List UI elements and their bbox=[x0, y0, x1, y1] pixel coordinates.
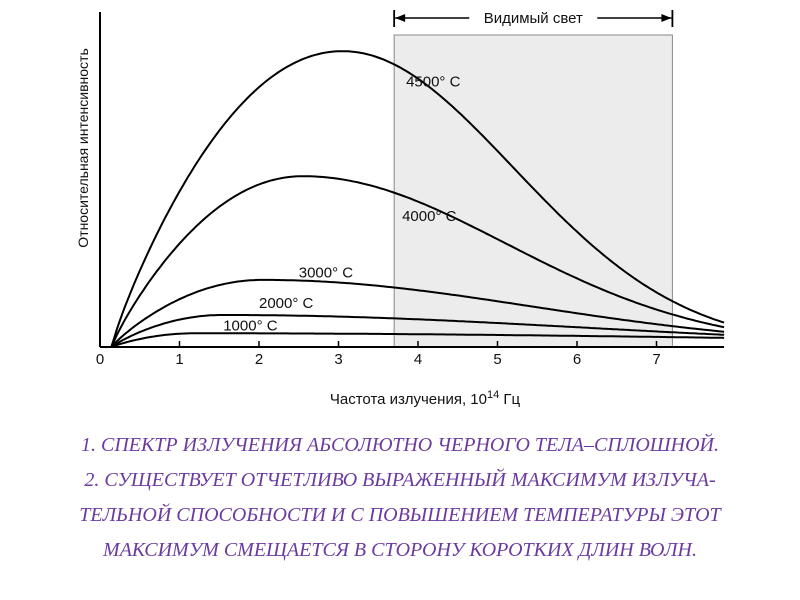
y-axis-title: Относительная интенсивность bbox=[75, 48, 91, 247]
note-line-3: ТЕЛЬНОЙ СПОСОБНОСТИ И С ПОВЫШЕНИЕМ ТЕМПЕ… bbox=[79, 504, 721, 526]
x-ticks-group: 0 1 2 3 4 5 6 7 bbox=[96, 341, 661, 368]
visible-light-band bbox=[393, 34, 673, 348]
curve-label: 3000° C bbox=[299, 264, 354, 281]
note-line-4: МАКСИМУМ СМЕЩАЕТСЯ В СТОРОНУ КОРОТКИХ ДЛ… bbox=[103, 539, 697, 561]
curve-series bbox=[100, 175, 725, 348]
x-tick-label: 5 bbox=[493, 351, 501, 368]
curve-label: 4500° C bbox=[406, 74, 461, 91]
curve-label: 4000° C bbox=[402, 208, 457, 225]
curve-label: 2000° C bbox=[259, 295, 314, 312]
x-axis-title-exponent: 14 bbox=[487, 389, 499, 401]
x-axis-title-unit: Гц bbox=[499, 391, 520, 408]
visible-light-label: Видимый свет bbox=[484, 10, 583, 27]
curves-group: 4500° C 4000° C 3000° C 2000° C 1000° C bbox=[100, 50, 725, 348]
x-axis-title-prefix: Частота излучения, 10 bbox=[330, 391, 487, 408]
x-tick-label: 0 bbox=[96, 351, 104, 368]
curve-series bbox=[100, 314, 725, 348]
curve-series bbox=[100, 50, 725, 348]
curve-series bbox=[100, 332, 725, 348]
blackbody-spectrum-chart: 4500° C 4000° C 3000° C 2000° C 1000° C 0 1 2 3… bbox=[75, 10, 725, 408]
visible-light-bracket: Видимый свет bbox=[393, 10, 674, 27]
note-line-1: 1. СПЕКТР ИЗЛУЧЕНИЯ АБСОЛЮТНО ЧЕРНОГО ТЕ… bbox=[81, 434, 719, 456]
x-axis-title: Частота излучения, 1014 Гц bbox=[330, 389, 521, 408]
notes-block: 1. СПЕКТР ИЗЛУЧЕНИЯ АБСОЛЮТНО ЧЕРНОГО ТЕ… bbox=[20, 428, 780, 568]
curve-series bbox=[100, 278, 725, 348]
x-tick-label: 4 bbox=[414, 351, 422, 368]
x-tick-label: 7 bbox=[652, 351, 660, 368]
x-tick-label: 2 bbox=[255, 351, 263, 368]
x-tick-label: 3 bbox=[334, 351, 342, 368]
arrowhead-left-icon bbox=[395, 14, 406, 22]
note-line-2: 2. СУЩЕСТВУЕТ ОТЧЕТЛИВО ВЫРАЖЕННЫЙ МАКСИ… bbox=[84, 469, 716, 491]
x-tick-label: 6 bbox=[573, 351, 581, 368]
arrowhead-right-icon bbox=[661, 14, 672, 22]
x-tick-label: 1 bbox=[175, 351, 183, 368]
curve-label: 1000° C bbox=[223, 318, 278, 335]
